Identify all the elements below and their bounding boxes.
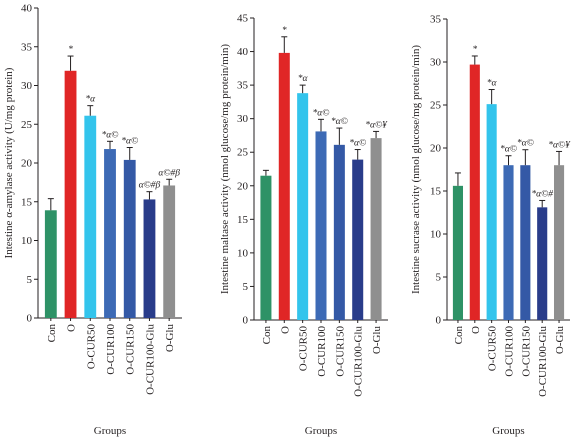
x-axis-label: Groups — [94, 425, 126, 437]
x-tick-label: O-Glu — [164, 324, 176, 353]
x-axis-label: Groups — [492, 425, 524, 437]
y-tick-label: 30 — [237, 113, 249, 125]
bar-O — [278, 52, 290, 321]
y-tick-label: 45 — [237, 13, 249, 25]
bar-O-CUR150 — [123, 159, 136, 318]
y-tick-label: 15 — [237, 214, 249, 226]
y-tick-label: 5 — [436, 272, 442, 284]
bar-O-CUR100 — [315, 131, 327, 320]
y-tick-label: 0 — [243, 315, 249, 327]
y-tick-label: 25 — [237, 147, 249, 159]
bar-O-CUR100 — [503, 165, 514, 320]
significance-label: * — [282, 26, 287, 36]
x-tick-label: O-CUR150 — [520, 326, 532, 377]
significance-label: *α© — [313, 107, 330, 118]
x-axis-label: Groups — [305, 425, 337, 437]
x-tick-label: O — [279, 326, 291, 334]
significance-label: *α© — [349, 138, 366, 149]
significance-label: * — [472, 45, 477, 55]
x-tick-label: O-CUR100-Glu — [144, 324, 156, 395]
bar-O-CUR100-Glu — [143, 199, 156, 318]
y-tick-label: 10 — [430, 229, 442, 241]
y-tick-label: 40 — [237, 46, 249, 58]
significance-label: *α© — [500, 144, 517, 155]
y-tick-label: 5 — [243, 281, 249, 293]
bar-O-CUR50 — [297, 93, 309, 320]
significance-label: α©#β — [158, 167, 180, 178]
bar-O-CUR50 — [486, 104, 497, 320]
bar-O-Glu — [553, 165, 565, 320]
x-tick-label: Con — [46, 324, 58, 343]
significance-label: * — [68, 45, 73, 55]
x-tick-label: Con — [261, 326, 273, 345]
bar-O-CUR50 — [84, 115, 97, 318]
x-tick-label: O-CUR100-Glu — [353, 326, 365, 397]
significance-label: *α — [85, 95, 96, 105]
x-tick-label: O-CUR150 — [125, 324, 137, 375]
y-tick-label: 0 — [27, 313, 33, 325]
x-tick-label: O — [66, 324, 78, 332]
y-tick-label: 25 — [21, 119, 33, 131]
x-tick-label: O-CUR50 — [298, 326, 310, 372]
y-tick-label: 5 — [27, 274, 33, 286]
y-tick-label: 30 — [430, 57, 442, 69]
x-tick-label: O-CUR100-Glu — [537, 326, 549, 397]
significance-label: *α© — [102, 129, 119, 140]
significance-label: *α© — [517, 138, 534, 149]
x-tick-label: O-CUR100 — [504, 326, 516, 377]
y-tick-label: 10 — [21, 235, 33, 247]
x-tick-label: O-CUR50 — [487, 326, 499, 372]
bar-O-CUR150 — [333, 144, 345, 320]
y-tick-label: 20 — [21, 158, 33, 170]
y-tick-label: 0 — [436, 315, 442, 327]
y-tick-label: 10 — [237, 247, 249, 259]
y-tick-label: 35 — [21, 41, 33, 53]
y-tick-label: 35 — [430, 14, 442, 26]
y-tick-label: 15 — [21, 196, 33, 208]
significance-label: *α — [298, 74, 309, 84]
bar-Con — [44, 210, 57, 318]
bar-Con — [260, 175, 272, 320]
y-axis-label: Intestine maltase activity (nmol glucose… — [219, 44, 231, 295]
chart-panel-3: 0 5 10 15 20 25 30 35 Intestine sucrase activity… — [410, 14, 571, 438]
significance-label: *α©¥ — [365, 119, 388, 130]
x-tick-label: O-CUR150 — [334, 326, 346, 377]
y-axis-label: Intestine sucrase activity (nmol glucose… — [410, 45, 422, 294]
x-tick-label: O — [470, 326, 482, 334]
y-tick-label: 25 — [430, 100, 442, 112]
y-tick-label: 15 — [430, 186, 442, 198]
chart-panel-1: 0 5 10 15 20 25 30 35 40 Intestine α-amylase acti… — [3, 3, 182, 437]
bar-O-CUR100-Glu — [352, 159, 364, 320]
significance-label: α©#β — [139, 180, 161, 191]
x-tick-label: O-CUR100 — [105, 324, 117, 375]
bar-Con — [452, 185, 464, 320]
significance-label: *α©¥ — [548, 139, 571, 150]
x-tick-label: O-CUR50 — [85, 324, 97, 370]
bar-O-CUR150 — [520, 165, 531, 320]
x-tick-label: O-Glu — [554, 326, 566, 355]
bar-O-CUR100 — [104, 149, 116, 318]
bar-O-CUR100-Glu — [537, 207, 548, 320]
significance-label: *α©# — [531, 188, 553, 199]
significance-label: *α — [487, 79, 498, 89]
x-tick-label: O-Glu — [371, 326, 383, 355]
y-tick-label: 35 — [237, 80, 249, 92]
y-axis-label: Intestine α-amylase activity (U/mg prote… — [3, 67, 15, 258]
bar-O-Glu — [370, 138, 382, 320]
significance-label: *α© — [121, 136, 138, 147]
significance-label: *α© — [331, 116, 348, 127]
bar-O-Glu — [163, 185, 176, 318]
y-tick-label: 40 — [21, 3, 33, 15]
chart-panel-2: 0 5 10 15 20 25 30 35 40 45 Intestine maltase acti… — [219, 13, 388, 438]
y-tick-label: 30 — [21, 80, 33, 92]
x-tick-label: Con — [453, 326, 465, 345]
y-tick-label: 20 — [430, 143, 442, 155]
x-tick-label: O-CUR100 — [316, 326, 328, 377]
y-tick-label: 20 — [237, 180, 249, 192]
bar-O — [64, 70, 77, 319]
bar-O — [469, 64, 480, 320]
